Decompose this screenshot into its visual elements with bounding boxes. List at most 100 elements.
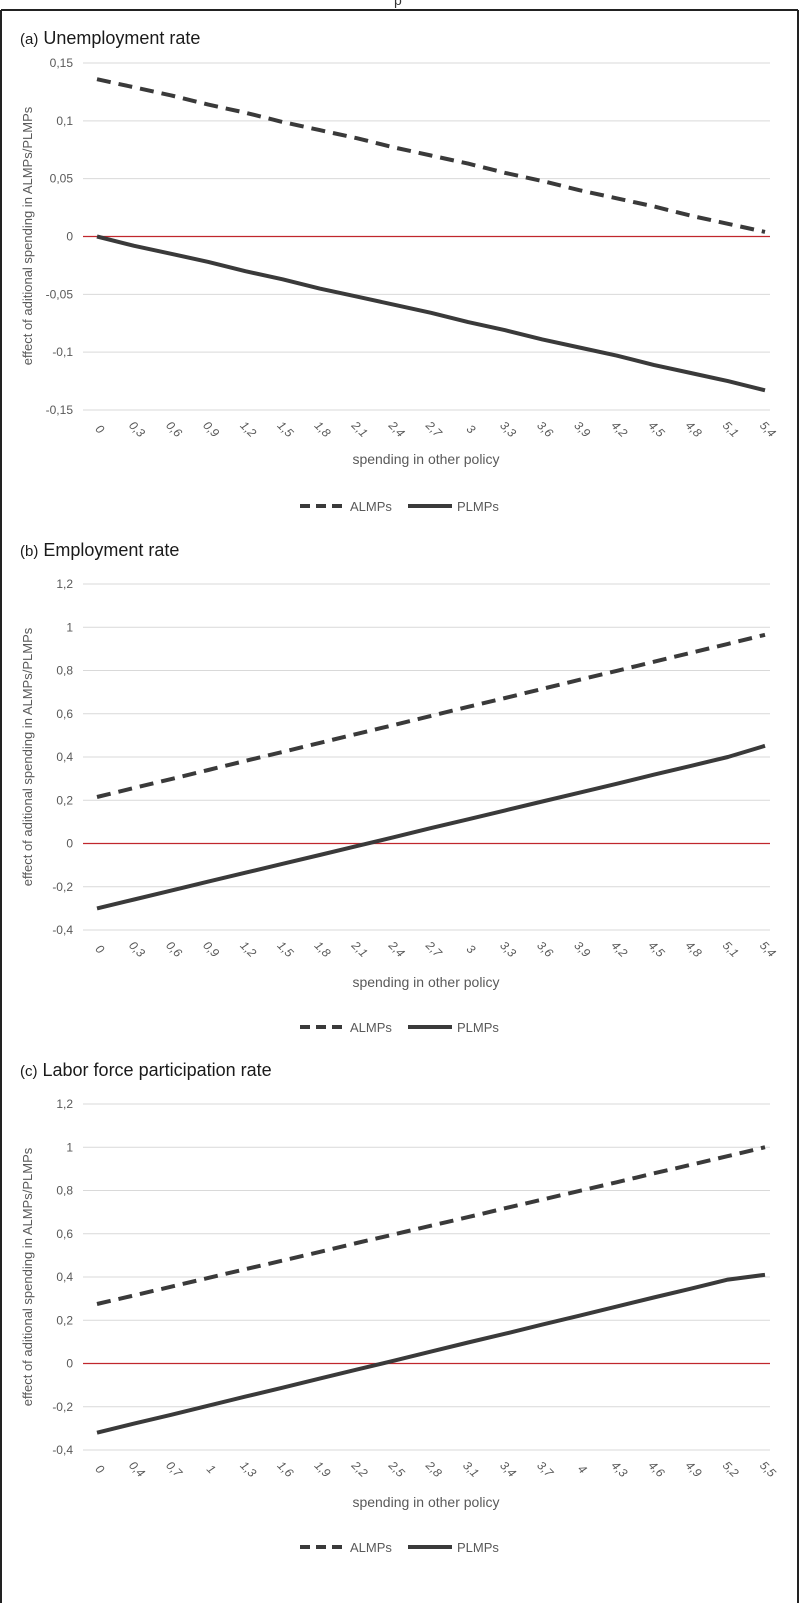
x-tick-label: 3,9 [571, 418, 593, 440]
x-tick-label: 0,9 [200, 938, 222, 960]
x-tick-label: 3 [464, 942, 479, 957]
series-line-almps [96, 632, 766, 799]
y-tick-label: 0,4 [56, 750, 73, 764]
y-tick-label: 0,4 [56, 1270, 73, 1284]
x-tick-label: 0 [93, 942, 108, 957]
y-tick-label: 0,6 [56, 1227, 73, 1241]
y-axis-label: effect of aditional spending in ALMPs/PL… [20, 627, 35, 886]
y-tick-label: 0,8 [56, 664, 73, 678]
x-tick-label: 3,4 [497, 1458, 519, 1480]
y-axis-label: effect of aditional spending in ALMPs/PL… [20, 106, 35, 365]
x-tick-label: 2,7 [422, 418, 445, 441]
x-tick-label: 3,1 [460, 1458, 482, 1480]
y-axis-label: effect of aditional spending in ALMPs/PL… [20, 1147, 35, 1406]
x-tick-label: 2,4 [385, 418, 408, 441]
panel-c-title-text: Labor force participation rate [42, 1060, 272, 1080]
x-tick-label: 5,5 [757, 1458, 779, 1480]
x-tick-label: 5,4 [757, 418, 779, 440]
x-tick-label: 5,1 [720, 418, 742, 440]
top-caption: p [394, 0, 402, 8]
x-tick-label: 1 [204, 1462, 219, 1477]
x-tick-label: 4,5 [646, 418, 668, 440]
legend-label-almps: ALMPs [350, 499, 392, 514]
x-tick-label: 1,9 [312, 1458, 334, 1480]
series-line-almps [96, 1145, 766, 1306]
x-tick-label: 3,3 [497, 938, 519, 960]
x-tick-label: 0,4 [126, 1458, 148, 1480]
x-tick-label: 4,2 [609, 418, 631, 440]
chart-employment: 1,2 1 0,8 0,6 0,4 0,2 0 -0,2 -0,4 0 0,3 0,6 0,9 1,2 1,… [20, 577, 779, 1035]
panel-a-title-text: Unemployment rate [43, 28, 201, 48]
x-tick-label: 3,6 [534, 938, 556, 960]
y-tick-label: 0,1 [56, 114, 73, 128]
series-line-plmps [96, 234, 766, 393]
x-tick-label: 5,2 [720, 1458, 742, 1480]
series-line-almps [96, 77, 766, 234]
panel-b-title: (b) Employment rate [20, 540, 179, 561]
y-tick-label: -0,05 [46, 287, 74, 301]
y-tick-label: 1,2 [56, 577, 73, 591]
y-tick-label: 1 [66, 620, 73, 634]
x-tick-label: 0 [93, 1462, 108, 1477]
x-tick-label: 0 [93, 422, 108, 437]
x-axis-label: spending in other policy [352, 1494, 499, 1510]
y-tick-label: -0,15 [46, 403, 74, 417]
x-tick-label: 4,5 [646, 938, 668, 960]
y-tick-label: 0,8 [56, 1184, 73, 1198]
x-tick-label: 1,8 [312, 418, 334, 440]
legend-label-plmps: PLMPs [457, 1540, 499, 1555]
x-tick-label: 2,4 [385, 938, 408, 961]
y-tick-label: -0,4 [52, 1443, 73, 1457]
panel-b-title-text: Employment rate [43, 540, 180, 560]
x-tick-label: 5,4 [757, 938, 779, 960]
x-tick-label: 0,7 [163, 1458, 186, 1481]
legend-label-plmps: PLMPs [457, 499, 499, 514]
y-tick-label: 1 [66, 1140, 73, 1154]
panel-a-letter: (a) [20, 31, 39, 48]
panel-c-letter: (c) [20, 1063, 38, 1080]
x-tick-label: 1,3 [237, 1458, 259, 1480]
x-tick-label: 0,3 [126, 418, 148, 440]
y-tick-label: 0 [66, 1357, 73, 1371]
x-tick-label: 2,1 [348, 418, 370, 440]
x-tick-label: 4 [575, 1462, 590, 1477]
x-tick-label: 4,6 [646, 1458, 668, 1480]
y-tick-label: -0,4 [52, 923, 73, 937]
y-tick-label: 0 [66, 230, 73, 244]
legend-label-plmps: PLMPs [457, 1020, 499, 1035]
legend-label-almps: ALMPs [350, 1020, 392, 1035]
x-tick-label: 1,6 [275, 1458, 297, 1480]
x-tick-label: 1,2 [237, 938, 259, 960]
x-tick-label: 4,3 [609, 1458, 631, 1480]
legend-label-almps: ALMPs [350, 1540, 392, 1555]
panel-c-title: (c) Labor force participation rate [20, 1060, 272, 1081]
x-tick-label: 3,9 [571, 938, 593, 960]
x-tick-label: 3,7 [534, 1458, 557, 1481]
x-tick-label: 1,8 [312, 938, 334, 960]
x-tick-label: 1,5 [275, 418, 297, 440]
y-tick-label: 0,15 [50, 56, 74, 70]
x-tick-label: 4,8 [683, 938, 705, 960]
y-tick-label: 0,2 [56, 793, 73, 807]
panel-a-title: (a) Unemployment rate [20, 28, 200, 49]
chart-labor-force: 1,2 1 0,8 0,6 0,4 0,2 0 -0,2 -0,4 0 0,4 0,7 1 1,3 1,6 1… [20, 1097, 779, 1555]
x-tick-label: 4,2 [609, 938, 631, 960]
x-tick-label: 0,6 [163, 938, 185, 960]
x-tick-label: 4,8 [683, 418, 705, 440]
y-tick-label: 0,6 [56, 707, 73, 721]
x-tick-label: 1,2 [237, 418, 259, 440]
x-tick-label: 1,5 [275, 938, 297, 960]
x-tick-label: 0,6 [163, 418, 185, 440]
y-tick-label: 0,2 [56, 1313, 73, 1327]
x-tick-label: 2,2 [348, 1458, 371, 1481]
y-tick-label: -0,2 [52, 1400, 73, 1414]
y-tick-label: -0,2 [52, 880, 73, 894]
y-tick-label: -0,1 [52, 345, 73, 359]
x-tick-label: 3,6 [534, 418, 556, 440]
x-axis-label: spending in other policy [352, 451, 499, 467]
x-tick-label: 3,3 [497, 418, 519, 440]
panel-b-letter: (b) [20, 543, 39, 560]
x-tick-label: 3 [464, 422, 479, 437]
